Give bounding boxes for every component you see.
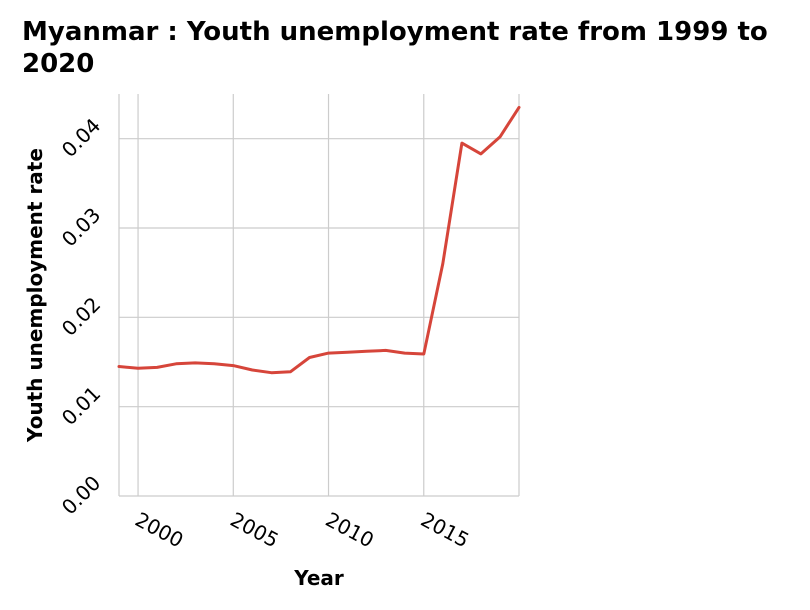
axes bbox=[118, 94, 520, 497]
y-tick-label: 0.02 bbox=[57, 292, 105, 340]
grid bbox=[119, 94, 519, 496]
x-tick-label: 2015 bbox=[417, 507, 473, 552]
y-tick-label: 0.01 bbox=[57, 381, 105, 429]
chart-title: Myanmar : Youth unemployment rate from 1… bbox=[22, 17, 768, 79]
x-tick-label: 2005 bbox=[226, 507, 282, 552]
x-axis-label: Year bbox=[293, 566, 344, 590]
series-line bbox=[117, 105, 521, 375]
x-tick-label: 2010 bbox=[322, 507, 378, 552]
y-tick-label: 0.00 bbox=[57, 471, 105, 519]
y-tick-label: 0.03 bbox=[57, 203, 105, 251]
y-axis-label: Youth unemployment rate bbox=[23, 148, 47, 443]
x-tick-label: 2000 bbox=[131, 507, 187, 552]
series-layer bbox=[117, 105, 521, 375]
y-tick-label: 0.04 bbox=[57, 113, 105, 161]
